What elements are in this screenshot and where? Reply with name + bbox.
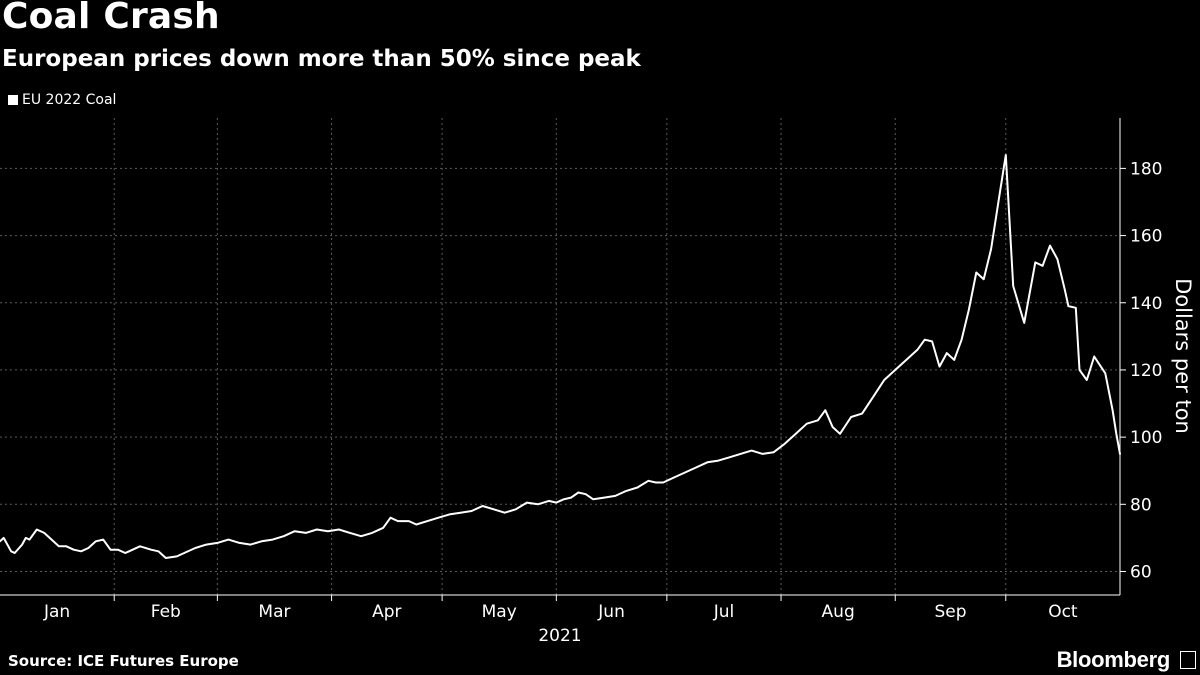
terminal-icon bbox=[1180, 651, 1196, 669]
y-tick-label: 100 bbox=[1130, 428, 1162, 448]
y-tick-label: 120 bbox=[1130, 361, 1162, 381]
y-tick-label: 180 bbox=[1130, 159, 1162, 179]
series bbox=[0, 154, 1121, 559]
brand-logo: Bloomberg bbox=[1056, 647, 1171, 672]
x-tick-label: Sep bbox=[935, 602, 967, 622]
x-tick-label: Jun bbox=[597, 602, 625, 622]
x-year-label: 2021 bbox=[538, 626, 581, 646]
y-axis-label: Dollars per ton bbox=[1171, 278, 1195, 434]
legend: EU 2022 Coal bbox=[8, 92, 116, 108]
source-note: Source: ICE Futures Europe bbox=[8, 652, 239, 670]
legend-label: EU 2022 Coal bbox=[22, 92, 117, 108]
y-tick-label: 160 bbox=[1130, 227, 1162, 247]
tick-labels: 60 80 100 120 140 160 180 Jan Feb Mar Apr May Jun Jul… bbox=[43, 159, 1195, 646]
x-tick-label: May bbox=[482, 602, 517, 622]
x-tick-label: Jan bbox=[43, 602, 70, 622]
legend-swatch bbox=[8, 95, 18, 105]
x-tick-label: Aug bbox=[822, 602, 855, 622]
grid bbox=[0, 118, 1120, 595]
y-tick-label: 80 bbox=[1130, 495, 1152, 515]
x-tick-label: Apr bbox=[372, 602, 401, 622]
chart-title: Coal Crash bbox=[2, 0, 220, 37]
x-tick-label: Feb bbox=[151, 602, 181, 622]
x-tick-label: Mar bbox=[258, 602, 290, 622]
axes bbox=[0, 118, 1126, 601]
y-tick-label: 140 bbox=[1130, 294, 1162, 314]
y-tick-label: 60 bbox=[1130, 562, 1152, 582]
x-tick-label: Oct bbox=[1048, 602, 1078, 622]
x-tick-label: Jul bbox=[713, 602, 735, 622]
chart-subtitle: European prices down more than 50% since… bbox=[2, 46, 641, 72]
series-line-eu-2022-coal bbox=[0, 154, 1121, 559]
